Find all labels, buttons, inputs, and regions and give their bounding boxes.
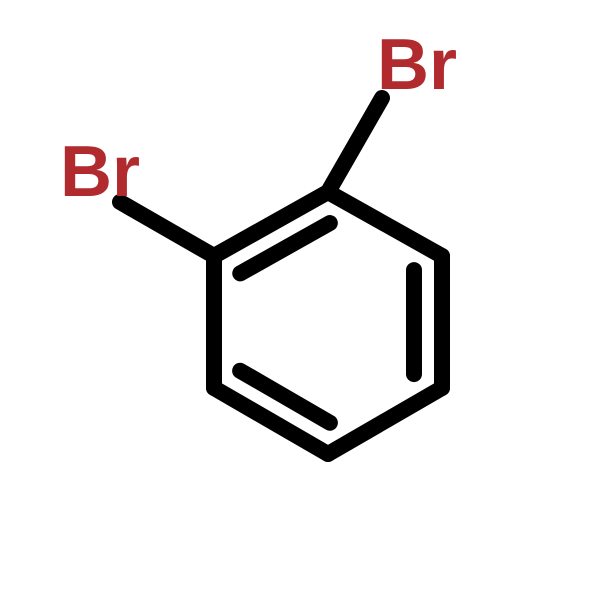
bromine-label-1: Br (377, 24, 457, 106)
bromine-label-2: Br (60, 131, 140, 213)
molecule-svg (0, 0, 600, 600)
molecule-diagram: Br Br (0, 0, 600, 600)
